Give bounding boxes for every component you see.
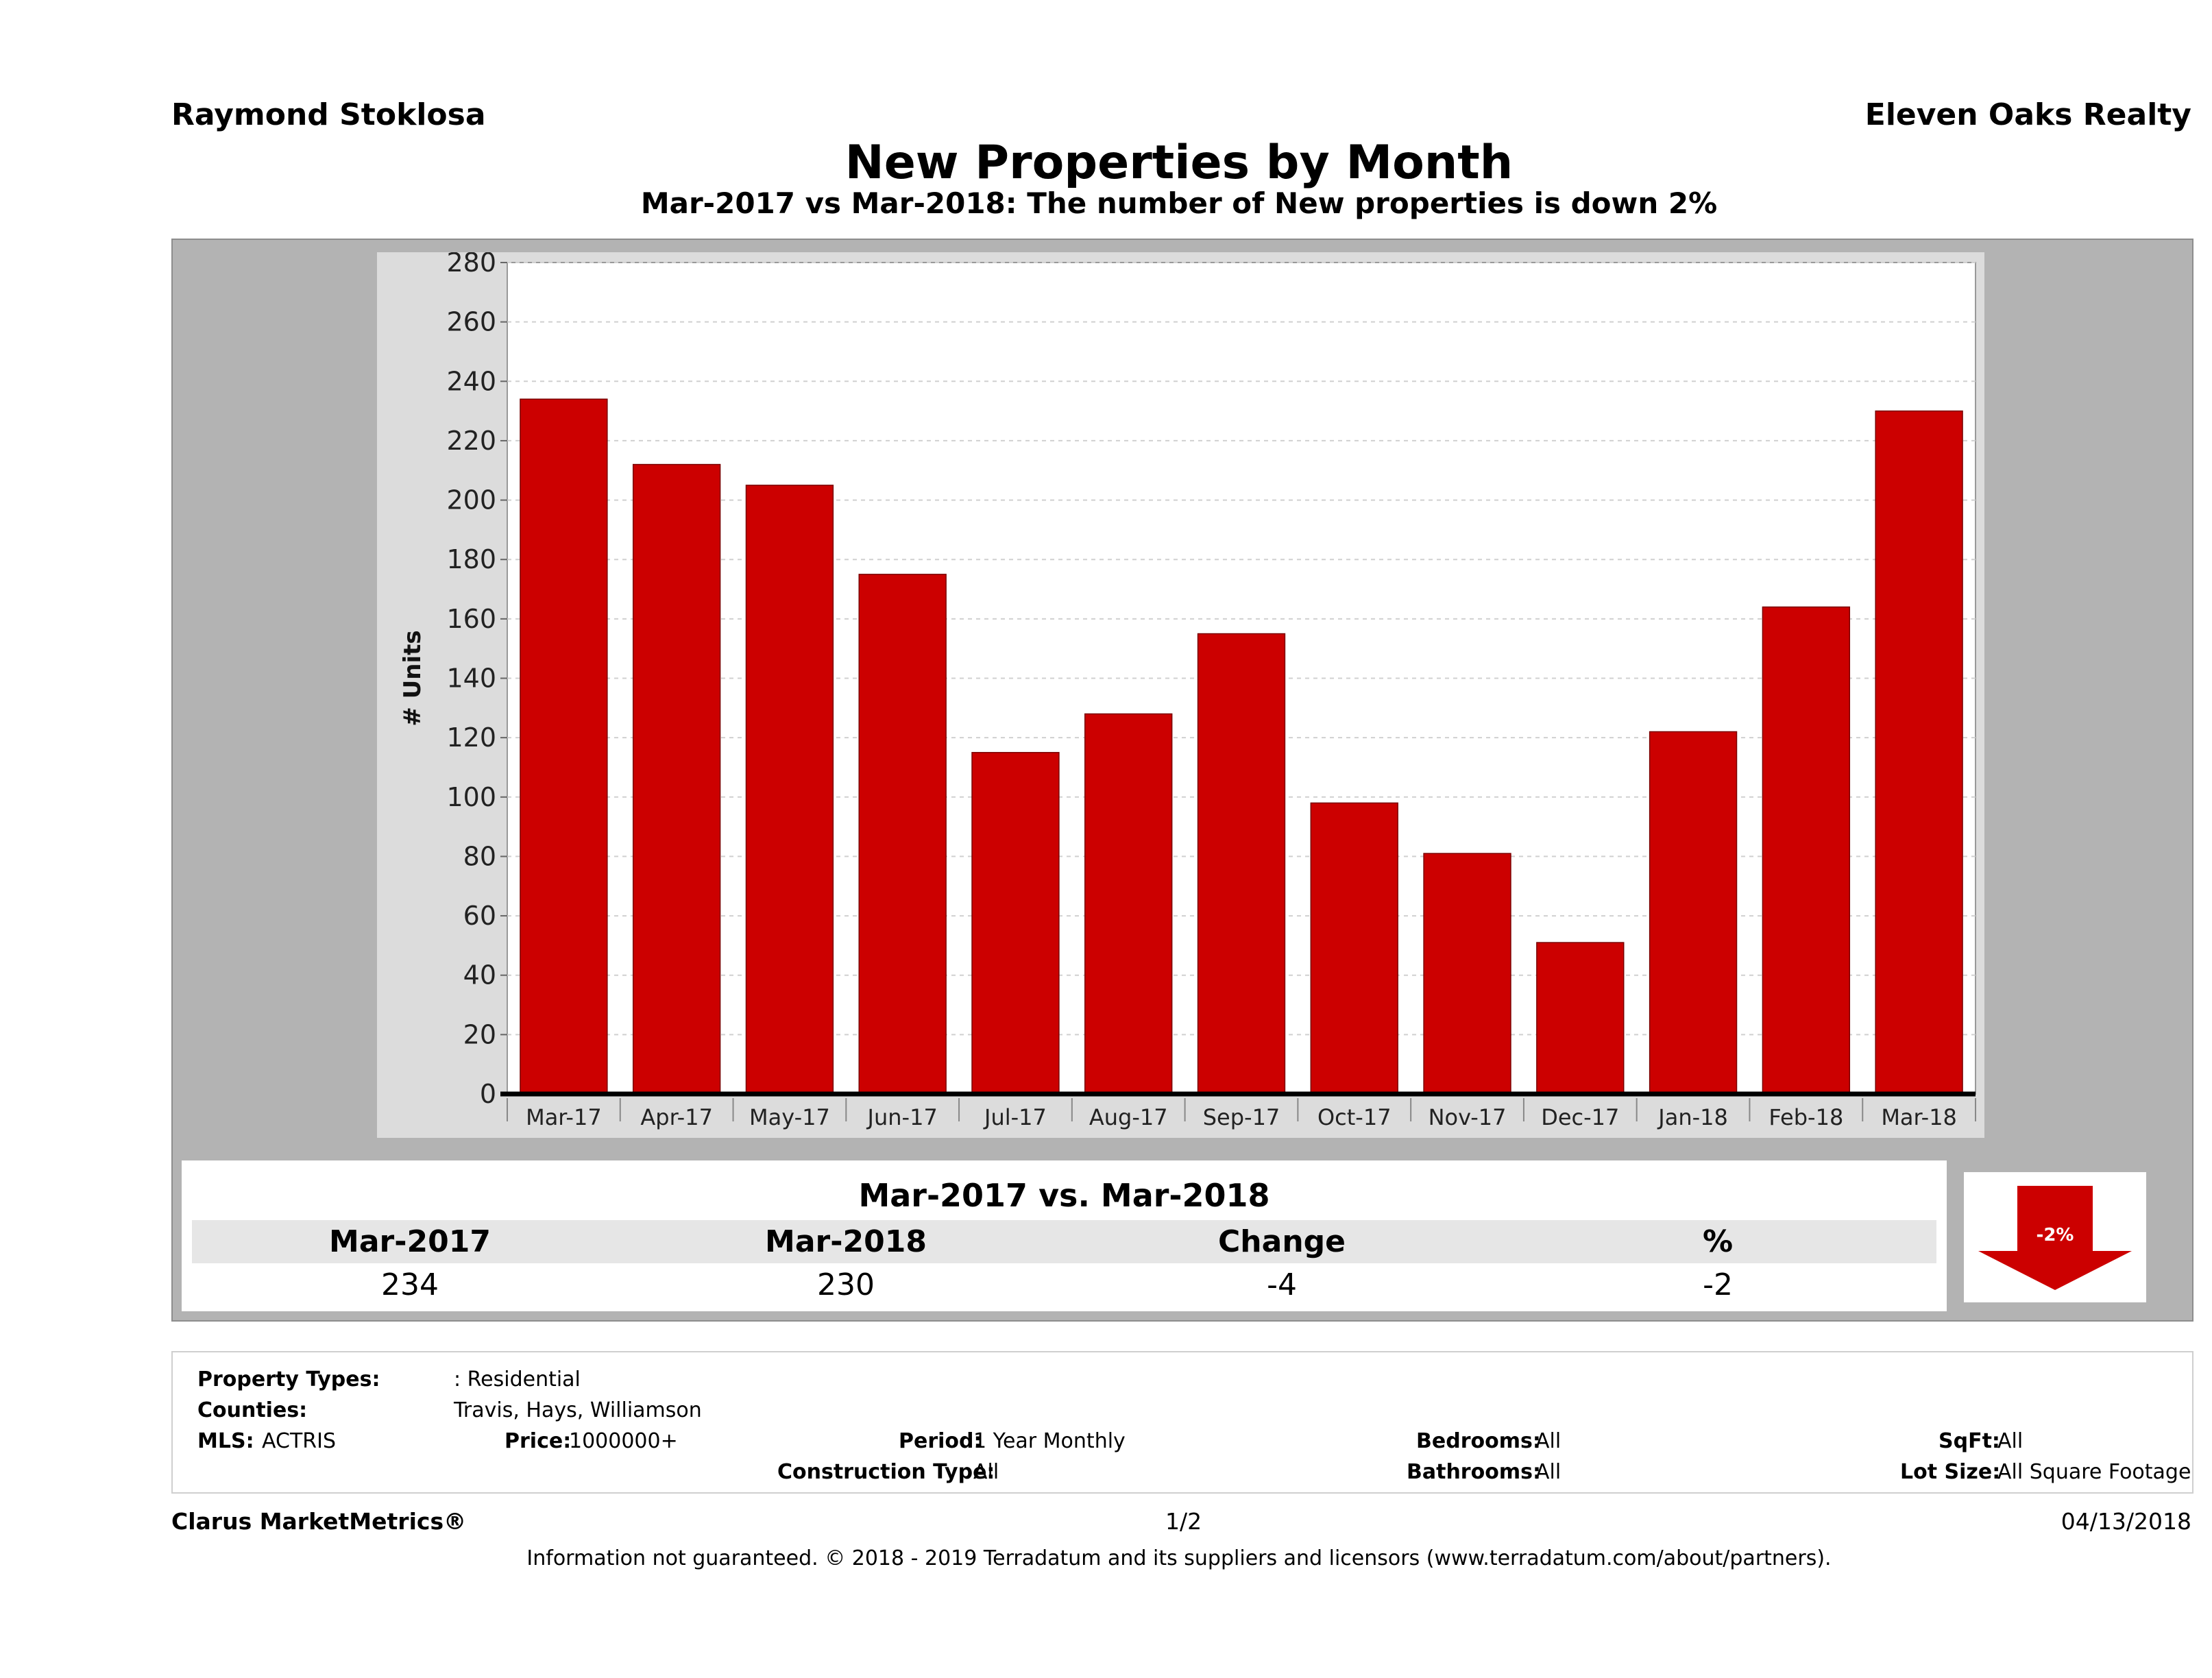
summary-col-header: Change <box>1218 1224 1346 1259</box>
bedrooms-label: Bedrooms: <box>1416 1429 1541 1453</box>
filter-criteria: Property Types: : Residential Counties: … <box>171 1351 2193 1494</box>
summary-col-header: Mar-2017 <box>329 1224 491 1259</box>
x-tick-label: Aug-17 <box>1089 1104 1168 1130</box>
x-tick-label: Jan-18 <box>1657 1104 1728 1130</box>
construction-type-value: All <box>973 1460 999 1484</box>
chart-subtitle: Mar-2017 vs Mar-2018: The number of New … <box>640 186 1718 220</box>
report-date: 04/13/2018 <box>2061 1508 2191 1535</box>
x-tick-label: Mar-18 <box>1881 1104 1957 1130</box>
sqft-label: SqFt: <box>1938 1429 2000 1453</box>
bar <box>1084 713 1173 1095</box>
bar <box>1197 633 1286 1095</box>
y-tick-label: 120 <box>446 722 496 753</box>
period-label: Period: <box>899 1429 982 1453</box>
summary-value: -4 <box>1267 1267 1297 1302</box>
sqft-value: All <box>1997 1429 2023 1453</box>
summary-values: 234 230 -4 -2 <box>192 1266 1936 1304</box>
bar <box>1875 410 1963 1095</box>
down-arrow-icon: -2% <box>1978 1186 2132 1290</box>
y-tick-label: 220 <box>446 426 496 456</box>
construction-type-label: Construction Type: <box>777 1460 995 1484</box>
y-tick-label: 20 <box>463 1019 496 1049</box>
bar <box>745 485 834 1095</box>
y-tick-label: 260 <box>446 307 496 337</box>
y-axis-label: # Units <box>399 630 426 726</box>
price-label: Price: <box>505 1429 572 1453</box>
x-tick-label: Nov-17 <box>1429 1104 1507 1130</box>
property-types-value: : Residential <box>454 1367 581 1391</box>
x-tick-label: Feb-18 <box>1769 1104 1843 1130</box>
bar-chart: 0 20 40 60 80 100 120 140 160 180 200 220 240 260 280 M… <box>399 252 1976 1130</box>
y-tick-label: 80 <box>463 841 496 871</box>
company-name: Eleven Oaks Realty <box>1864 97 2191 132</box>
bedrooms-value: All <box>1535 1429 1561 1453</box>
change-badge-label: -2% <box>2037 1225 2074 1245</box>
bathrooms-value: All <box>1535 1460 1561 1484</box>
y-tick-label: 140 <box>446 664 496 694</box>
bar <box>1310 802 1398 1095</box>
summary-value: 234 <box>381 1267 439 1302</box>
x-tick-label: May-17 <box>749 1104 830 1130</box>
chart-title: New Properties by Month <box>844 136 1514 190</box>
x-tick-label: Mar-17 <box>526 1104 602 1130</box>
summary-column-headers: Mar-2017 Mar-2018 Change % <box>192 1220 1936 1263</box>
y-tick-label: 180 <box>446 544 496 574</box>
summary-col-header: Mar-2018 <box>765 1224 927 1259</box>
change-badge: -2% <box>1964 1172 2146 1302</box>
summary-col-header: % <box>1702 1224 1734 1259</box>
summary-value: 230 <box>817 1267 875 1302</box>
x-tick-label: Sep-17 <box>1203 1104 1280 1130</box>
summary-heading: Mar-2017 vs. Mar-2018 <box>192 1174 1936 1217</box>
x-tick-label: Dec-17 <box>1541 1104 1619 1130</box>
mls-value: ACTRIS <box>262 1429 337 1453</box>
counties-value: Travis, Hays, Williamson <box>454 1398 702 1422</box>
x-tick-label: Oct-17 <box>1317 1104 1391 1130</box>
x-tick-label: Jun-17 <box>866 1104 938 1130</box>
x-tick-label: Apr-17 <box>640 1104 713 1130</box>
bar <box>1536 942 1625 1095</box>
bar <box>1423 853 1511 1095</box>
lot-size-value: All Square Footage <box>1997 1460 2191 1484</box>
y-tick-label: 0 <box>480 1079 496 1109</box>
y-tick-label: 240 <box>446 366 496 396</box>
y-tick-label: 160 <box>446 604 496 634</box>
bar <box>971 752 1060 1095</box>
y-tick-label: 60 <box>463 901 496 931</box>
disclaimer: Information not guaranteed. © 2018 - 201… <box>526 1546 1832 1570</box>
summary-value: -2 <box>1703 1267 1733 1302</box>
page-number: 1/2 <box>1165 1508 1202 1535</box>
bar <box>858 574 947 1095</box>
y-tick-label: 40 <box>463 960 496 990</box>
x-tick-label: Jul-17 <box>983 1104 1047 1130</box>
property-types-label: Property Types: <box>197 1367 380 1391</box>
price-value: 1000000+ <box>569 1429 678 1453</box>
bathrooms-label: Bathrooms: <box>1407 1460 1541 1484</box>
period-value: 1 Year Monthly <box>973 1429 1126 1453</box>
bar <box>632 463 721 1095</box>
bar <box>1649 731 1738 1095</box>
y-tick-label: 100 <box>446 782 496 812</box>
mls-label: MLS: <box>197 1429 254 1453</box>
bar <box>1762 606 1851 1095</box>
agent-name: Raymond Stoklosa <box>171 97 486 132</box>
counties-label: Counties: <box>197 1398 308 1422</box>
y-tick-label: 280 <box>446 252 496 278</box>
footer-brand: Clarus MarketMetrics® <box>171 1508 467 1535</box>
y-tick-label: 200 <box>446 485 496 515</box>
bar <box>520 398 608 1095</box>
lot-size-label: Lot Size: <box>1900 1460 2001 1484</box>
